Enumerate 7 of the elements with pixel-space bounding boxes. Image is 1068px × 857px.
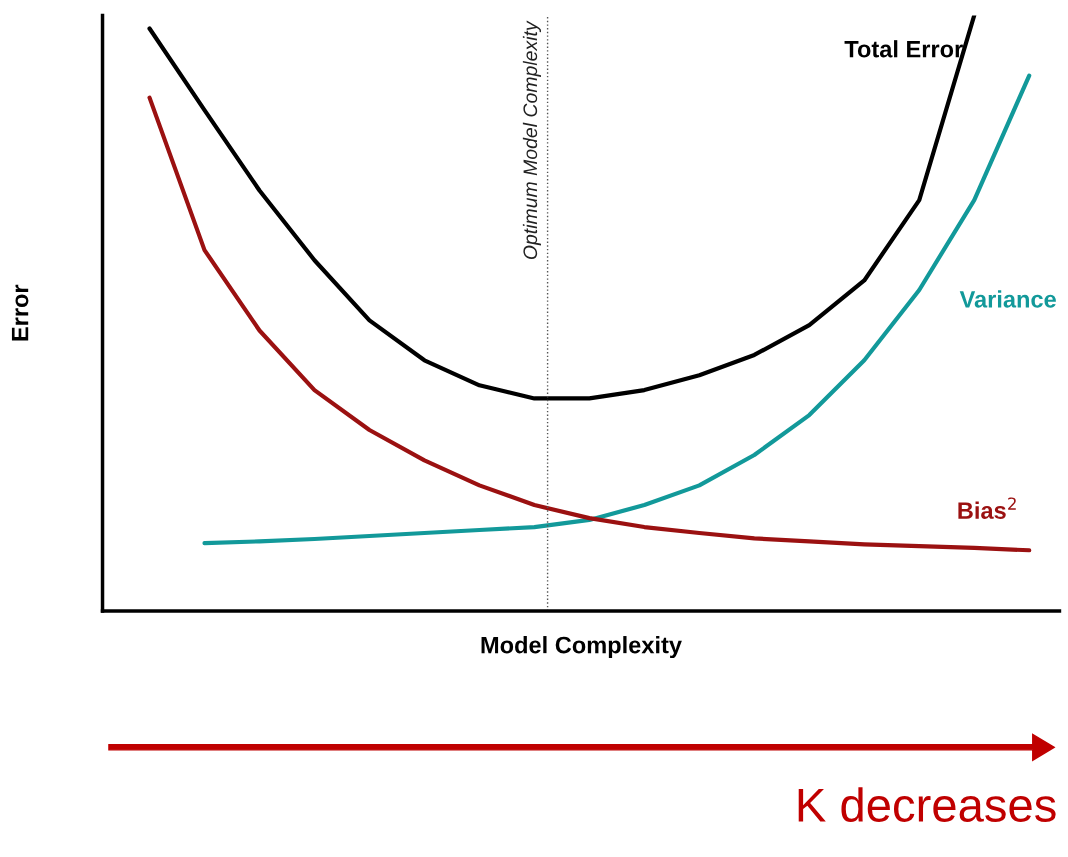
text: K decreases [798, 787, 1056, 822]
y-axis-title: Error [11, 284, 29, 341]
annotation: Optimum Model Complexity [522, 20, 541, 260]
series-label: Variance [959, 290, 1056, 308]
series-label: Total Error [844, 40, 963, 58]
series-label: Bias$^{2}$ [958, 497, 1016, 519]
x-axis-title: Model Complexity [481, 636, 682, 659]
